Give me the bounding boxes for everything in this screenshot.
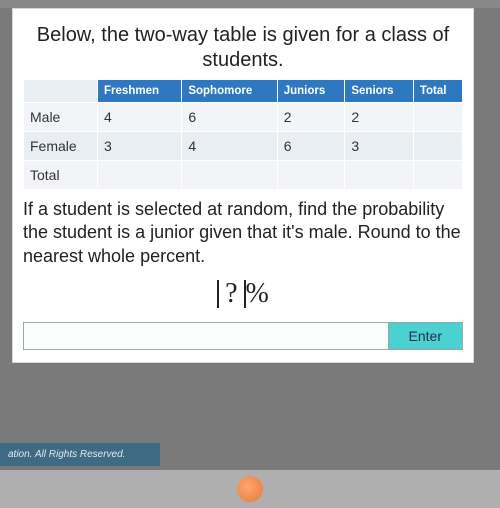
table-header-row: Freshmen Sophomore Juniors Seniors Total [24, 80, 463, 103]
answer-template: ?% [23, 278, 463, 310]
col-total: Total [413, 80, 462, 103]
question-text: If a student is selected at random, find… [23, 198, 463, 268]
cell [182, 161, 277, 190]
desktop: Below, the two-way table is given for a … [0, 8, 500, 508]
cell [345, 161, 413, 190]
cell [413, 103, 462, 132]
answer-input-row: Enter [23, 322, 463, 350]
cell [277, 161, 345, 190]
col-sophomore: Sophomore [182, 80, 277, 103]
row-label: Female [24, 132, 98, 161]
copyright-footer: ation. All Rights Reserved. [0, 443, 160, 466]
cell: 3 [98, 132, 182, 161]
camera-icon[interactable] [237, 476, 263, 502]
table-row: Female 3 4 6 3 [24, 132, 463, 161]
problem-card: Below, the two-way table is given for a … [12, 8, 474, 363]
cell: 6 [277, 132, 345, 161]
cell [98, 161, 182, 190]
col-freshmen: Freshmen [98, 80, 182, 103]
cell [413, 132, 462, 161]
enter-button[interactable]: Enter [388, 323, 462, 349]
answer-suffix: % [246, 278, 269, 309]
taskbar[interactable] [0, 470, 500, 508]
cell [413, 161, 462, 190]
cell: 2 [277, 103, 345, 132]
cell: 3 [345, 132, 413, 161]
cell: 2 [345, 103, 413, 132]
answer-input[interactable] [24, 323, 388, 349]
cell: 6 [182, 103, 277, 132]
col-seniors: Seniors [345, 80, 413, 103]
table-row: Total [24, 161, 463, 190]
cell: 4 [182, 132, 277, 161]
cell: 4 [98, 103, 182, 132]
col-blank [24, 80, 98, 103]
col-juniors: Juniors [277, 80, 345, 103]
row-label: Total [24, 161, 98, 190]
table-row: Male 4 6 2 2 [24, 103, 463, 132]
row-label: Male [24, 103, 98, 132]
answer-slot[interactable]: ? [217, 280, 245, 308]
problem-title: Below, the two-way table is given for a … [23, 23, 463, 73]
two-way-table: Freshmen Sophomore Juniors Seniors Total… [23, 79, 463, 190]
